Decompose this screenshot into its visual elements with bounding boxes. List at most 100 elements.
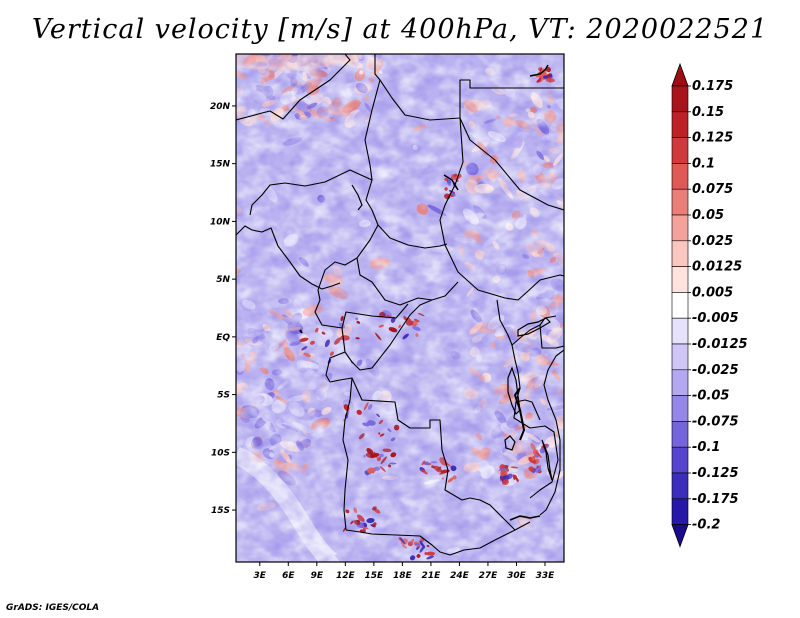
convective-cell	[506, 473, 513, 480]
colorbar-label: 0.175	[692, 79, 733, 94]
convective-cell	[299, 337, 309, 342]
convective-cell	[416, 554, 421, 558]
convective-cell	[363, 401, 369, 411]
convective-cell	[367, 403, 373, 410]
colorbar-label: -0.005	[692, 311, 739, 326]
convective-cell	[502, 479, 509, 486]
convective-cell	[303, 352, 311, 358]
convective-cell	[421, 460, 426, 466]
colorbar-swatch	[671, 421, 689, 448]
convective-cell	[343, 527, 346, 532]
convective-cell	[548, 74, 553, 78]
convective-cell	[439, 471, 447, 475]
convective-cell	[426, 544, 430, 548]
convective-cell	[387, 428, 392, 432]
grads-credit: GrADS: IGES/COLA	[6, 603, 100, 613]
lon-tick-label: 24E	[450, 571, 470, 581]
convective-cell	[334, 337, 341, 345]
colorbar-swatch	[671, 343, 689, 371]
convective-cell	[405, 319, 414, 326]
convective-cell	[439, 457, 448, 466]
colorbar: 0.175 0.15 0.125 0.1 0.075 0.05 0.025 0.0125 0.0…	[671, 62, 748, 548]
convective-cell	[389, 462, 397, 465]
convective-cell	[539, 447, 546, 454]
colorbar-label: -0.05	[692, 389, 729, 404]
convective-cell	[510, 466, 519, 469]
convective-cell	[401, 544, 408, 549]
convective-cell	[378, 419, 384, 425]
colorbar-swatch	[671, 214, 689, 242]
convective-cell	[356, 409, 362, 415]
convective-cell	[414, 543, 421, 546]
convective-cell	[512, 474, 516, 481]
lat-tick-label: EQ	[216, 333, 230, 343]
convective-cell	[414, 318, 420, 323]
convective-cell	[413, 323, 417, 327]
convective-cell	[362, 422, 370, 427]
convective-cell	[447, 180, 452, 186]
lon-tick-label: 3E	[254, 571, 267, 581]
convective-cell	[379, 311, 386, 318]
convective-cell	[431, 465, 436, 469]
colorbar-swatch	[671, 85, 689, 113]
convective-cell	[350, 520, 354, 525]
convective-cell	[535, 466, 542, 474]
colorbar-label: -0.175	[692, 492, 739, 507]
convective-cell	[500, 469, 508, 477]
convective-cell	[528, 466, 534, 472]
lat-tick-label: 5N	[216, 275, 230, 285]
lat-tick-label: 15S	[211, 506, 230, 516]
lon-tick-label: 33E	[536, 571, 556, 581]
vertical-velocity-field	[236, 54, 564, 562]
convective-cell	[398, 324, 402, 328]
great-lakes	[504, 317, 553, 481]
lon-tick-label: 15E	[365, 571, 385, 581]
colorbar-swatch	[671, 472, 689, 500]
colorbar-swatch	[671, 188, 689, 216]
convective-cell	[444, 187, 448, 191]
convective-cell	[375, 332, 382, 341]
convective-cell	[450, 465, 457, 472]
convective-cell	[366, 517, 375, 524]
lat-tick-label: 15N	[210, 160, 231, 170]
convective-cell	[382, 448, 392, 453]
convective-cell	[379, 466, 386, 472]
convective-cell	[376, 413, 380, 418]
colorbar-swatch	[671, 266, 689, 293]
convective-cell	[543, 75, 549, 79]
convective-cell	[399, 537, 406, 545]
convective-cell	[356, 514, 365, 522]
lon-tick-label: 30E	[507, 571, 527, 581]
colorbar-swatch	[671, 395, 689, 422]
lat-tick-label: 5S	[217, 391, 230, 401]
convective-cell	[447, 477, 455, 483]
convective-cell	[420, 538, 425, 542]
convective-cell	[366, 467, 376, 474]
convective-cell	[363, 454, 366, 458]
convective-cell	[355, 317, 359, 321]
convective-cell	[358, 433, 365, 440]
colorbar-swatch	[671, 292, 689, 319]
convective-cell	[545, 444, 550, 449]
convective-cell	[380, 456, 387, 465]
convective-cell	[545, 77, 555, 83]
convective-cell	[415, 333, 419, 337]
convective-cell	[324, 339, 330, 348]
lon-tick-label: 18E	[393, 571, 413, 581]
country-borders	[236, 54, 564, 556]
convective-cell	[387, 464, 392, 468]
convective-cell	[356, 359, 363, 367]
convective-cell	[390, 452, 397, 458]
colorbar-swatch	[671, 369, 689, 396]
convective-cell	[409, 555, 416, 561]
convective-cell	[426, 551, 435, 556]
convective-cell	[376, 456, 382, 462]
chart-title: Vertical velocity [m/s] at 400hPa, VT: 2…	[31, 14, 769, 45]
lat-tick-label: 10S	[211, 448, 230, 458]
lat-tick-label: 10N	[210, 217, 231, 227]
longitude-axis: 3E 6E 9E 12E 15E 18E 21E 24E 27E 30E 33E	[254, 562, 556, 581]
convective-cell	[378, 432, 381, 435]
convective-cell	[390, 437, 396, 442]
lon-tick-label: 27E	[479, 571, 499, 581]
